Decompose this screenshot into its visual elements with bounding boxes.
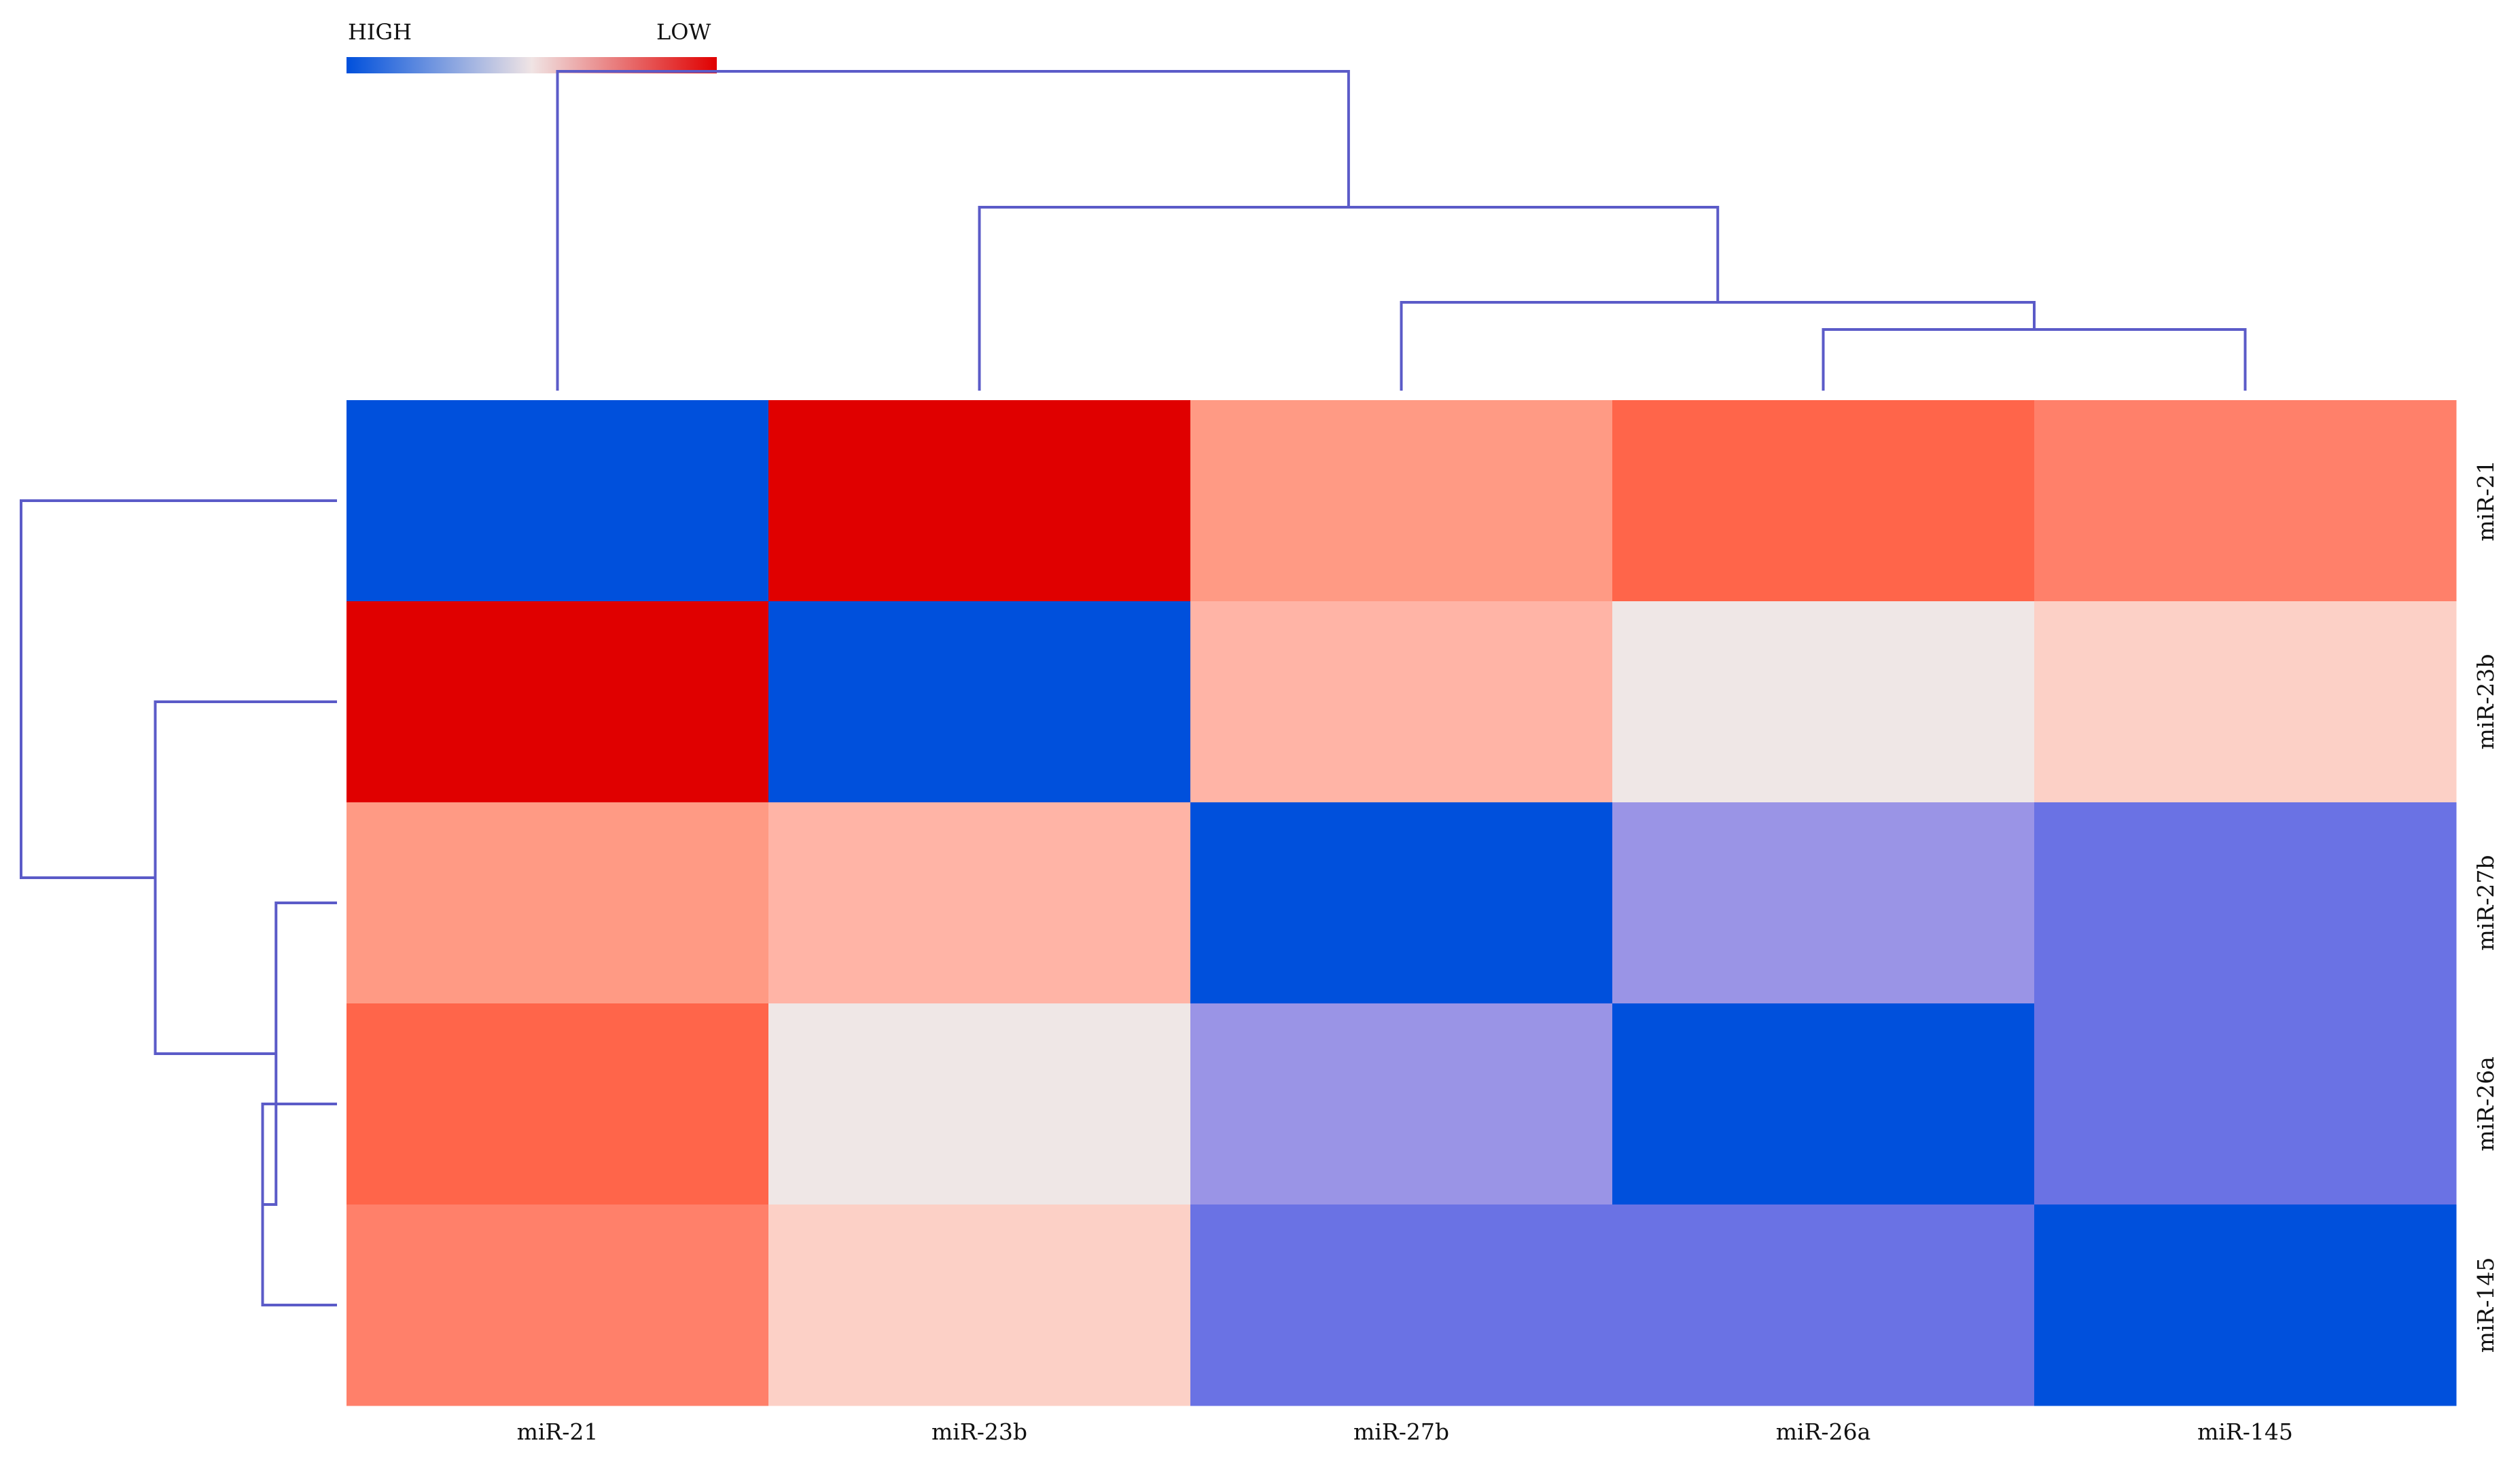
heatmap-cell-miR-21-miR-21 <box>347 400 769 602</box>
heatmap-cell-miR-145-miR-145 <box>2034 1205 2457 1406</box>
heatmap-cell-miR-21-miR-23b <box>768 400 1191 602</box>
row-dendrogram <box>20 499 337 1306</box>
row-labels: miR-21 miR-23b miR-27b miR-26a miR-145 <box>2472 460 2499 1353</box>
heatmap-cell-miR-21-miR-27b <box>1190 400 1613 602</box>
column-dendrogram <box>556 70 2247 391</box>
heatmap-cell-miR-21-miR-145 <box>2034 400 2457 602</box>
heatmap-cell-miR-23b-miR-23b <box>768 601 1191 803</box>
heatmap-cell-miR-27b-miR-23b <box>768 802 1191 1004</box>
heatmap-cell-miR-145-miR-27b <box>1190 1205 1613 1406</box>
row-dendro-link-3 <box>154 700 337 1055</box>
heatmap-cell-miR-27b-miR-26a <box>1612 802 2035 1004</box>
row-label-miR-26a: miR-26a <box>2472 1056 2499 1152</box>
column-label-miR-26a: miR-26a <box>1776 1418 1871 1445</box>
row-label-miR-21: miR-21 <box>2472 460 2499 541</box>
heatmap-cell-miR-23b-miR-26a <box>1612 601 2035 803</box>
row-dendro-link-4 <box>20 499 337 879</box>
heatmap-cell-miR-145-miR-23b <box>768 1205 1191 1406</box>
heatmap-cell-miR-26a-miR-27b <box>1190 1003 1613 1205</box>
heatmap-cell-miR-26a-miR-26a <box>1612 1003 2035 1205</box>
column-label-miR-145: miR-145 <box>2197 1418 2293 1445</box>
heatmap-grid <box>347 400 2457 1406</box>
heatmap-cell-miR-23b-miR-145 <box>2034 601 2457 803</box>
legend-low-label: LOW <box>656 19 711 45</box>
column-label-miR-21: miR-21 <box>517 1418 599 1445</box>
heatmap-cell-miR-145-miR-26a <box>1612 1205 2035 1406</box>
heatmap-cell-miR-23b-miR-27b <box>1190 601 1613 803</box>
heatmap-cell-miR-26a-miR-21 <box>347 1003 769 1205</box>
heatmap-cell-miR-26a-miR-23b <box>768 1003 1191 1205</box>
heatmap-cell-miR-26a-miR-145 <box>2034 1003 2457 1205</box>
heatmap-cell-miR-23b-miR-21 <box>347 601 769 803</box>
row-label-miR-23b: miR-23b <box>2472 654 2499 750</box>
col-dendro-link-4 <box>556 70 1350 391</box>
heatmap-cell-miR-27b-miR-21 <box>347 802 769 1004</box>
color-legend: HIGH LOW <box>347 19 717 73</box>
col-dendro-link-3 <box>978 206 1720 391</box>
heatmap-cell-miR-21-miR-26a <box>1612 400 2035 602</box>
col-dendro-link-2 <box>1400 301 2036 391</box>
legend-high-label: HIGH <box>348 19 412 45</box>
heatmap-cell-miR-145-miR-21 <box>347 1205 769 1406</box>
column-label-miR-23b: miR-23b <box>931 1418 1027 1445</box>
row-label-miR-27b: miR-27b <box>2472 855 2499 951</box>
heatmap-cell-miR-27b-miR-145 <box>2034 802 2457 1004</box>
column-labels: miR-21 miR-23b miR-27b miR-26a miR-145 <box>517 1418 2293 1445</box>
heatmap-cell-miR-27b-miR-27b <box>1190 802 1613 1004</box>
col-dendro-link-1 <box>1822 328 2247 391</box>
row-label-miR-145: miR-145 <box>2472 1257 2499 1353</box>
column-label-miR-27b: miR-27b <box>1353 1418 1449 1445</box>
